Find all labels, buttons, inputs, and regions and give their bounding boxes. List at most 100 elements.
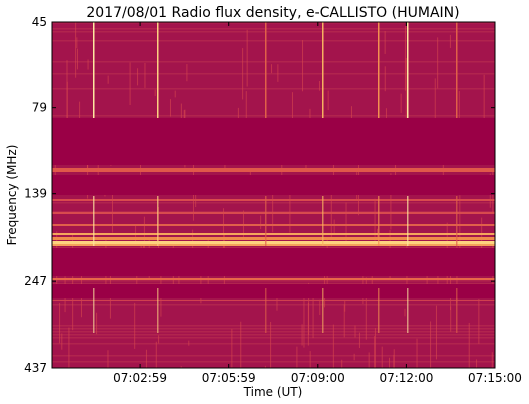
speckle — [384, 66, 386, 92]
speckle — [400, 93, 402, 113]
speckle — [107, 350, 109, 368]
speckle — [332, 324, 334, 368]
speckle — [459, 195, 461, 250]
speckle — [416, 338, 418, 368]
speckle — [478, 299, 480, 344]
speckle — [430, 321, 432, 368]
speckle — [296, 346, 298, 368]
bright-band — [52, 212, 495, 214]
speckle — [154, 89, 156, 97]
quiet-band — [52, 175, 495, 195]
band — [52, 40, 495, 42]
band — [52, 334, 495, 336]
burst-line — [157, 196, 159, 246]
x-tick-label: 07:15:00 — [468, 371, 522, 385]
speckle — [144, 62, 146, 88]
speckle — [143, 216, 145, 250]
bright-band — [52, 278, 495, 280]
speckle — [384, 31, 386, 54]
burst-line — [322, 196, 324, 246]
speckle — [458, 91, 460, 135]
speckle — [180, 366, 182, 368]
y-tick-label: 45 — [32, 15, 47, 29]
speckle — [260, 215, 262, 230]
speckle — [468, 322, 470, 368]
burst-line — [157, 22, 159, 118]
speckle — [318, 81, 320, 91]
bright-band — [52, 224, 495, 226]
burst-line — [456, 288, 458, 333]
speckle — [390, 173, 392, 230]
y-axis-label: Frequency (MHz) — [5, 145, 19, 246]
speckle — [137, 68, 139, 86]
speckle — [333, 219, 335, 235]
speckle — [158, 335, 160, 344]
band — [52, 283, 495, 285]
speckle — [404, 26, 406, 91]
speckle — [435, 305, 437, 360]
burst-line — [407, 22, 409, 118]
bright-band — [52, 244, 495, 246]
band — [52, 328, 495, 330]
speckle — [129, 62, 131, 106]
speckle — [374, 198, 376, 246]
speckle — [434, 78, 436, 135]
speckle — [381, 346, 383, 368]
burst-line — [378, 196, 380, 246]
speckle — [344, 300, 346, 312]
band — [52, 304, 495, 306]
speckle — [231, 328, 233, 368]
speckle — [59, 302, 61, 344]
burst-line — [93, 22, 95, 118]
band — [52, 361, 495, 363]
band — [52, 211, 495, 213]
burst-line — [322, 288, 324, 333]
burst-line — [265, 22, 267, 118]
speckle — [277, 64, 279, 82]
speckle — [240, 321, 242, 368]
speckle — [87, 59, 89, 70]
speckle — [319, 299, 321, 316]
band — [52, 325, 495, 327]
speckle — [405, 58, 407, 118]
speckle — [68, 327, 70, 368]
burst-line — [456, 22, 458, 118]
burst-line — [93, 288, 95, 333]
x-axis-label: Time (UT) — [243, 385, 303, 399]
bright-band — [52, 241, 495, 244]
speckle — [145, 349, 147, 368]
x-tick-label: 07:09:00 — [291, 371, 345, 385]
speckle — [330, 183, 332, 238]
speckle — [291, 92, 293, 141]
speckle — [353, 353, 355, 361]
speckle — [188, 340, 190, 346]
band — [52, 22, 495, 24]
band — [52, 31, 495, 33]
band — [52, 343, 495, 345]
speckle — [426, 257, 428, 297]
speckle — [483, 74, 485, 136]
band — [52, 331, 495, 333]
bright-band — [52, 199, 495, 201]
speckle — [107, 75, 109, 84]
x-tick-label: 07:02:59 — [113, 371, 167, 385]
speckle — [174, 90, 176, 98]
speckle — [242, 48, 244, 100]
speckle — [66, 81, 68, 133]
speckle — [309, 351, 311, 368]
band — [52, 115, 495, 117]
speckle — [245, 91, 247, 133]
bright-band — [52, 168, 495, 172]
speckle — [476, 359, 478, 368]
burst-line — [378, 288, 380, 333]
speckle — [76, 37, 78, 48]
burst-line — [93, 196, 95, 246]
speckle — [289, 175, 291, 233]
burst-line — [378, 22, 380, 118]
band — [52, 337, 495, 339]
y-tick-label: 437 — [24, 361, 47, 375]
speckle — [178, 268, 180, 293]
speckle — [404, 308, 406, 317]
speckle — [72, 266, 74, 331]
